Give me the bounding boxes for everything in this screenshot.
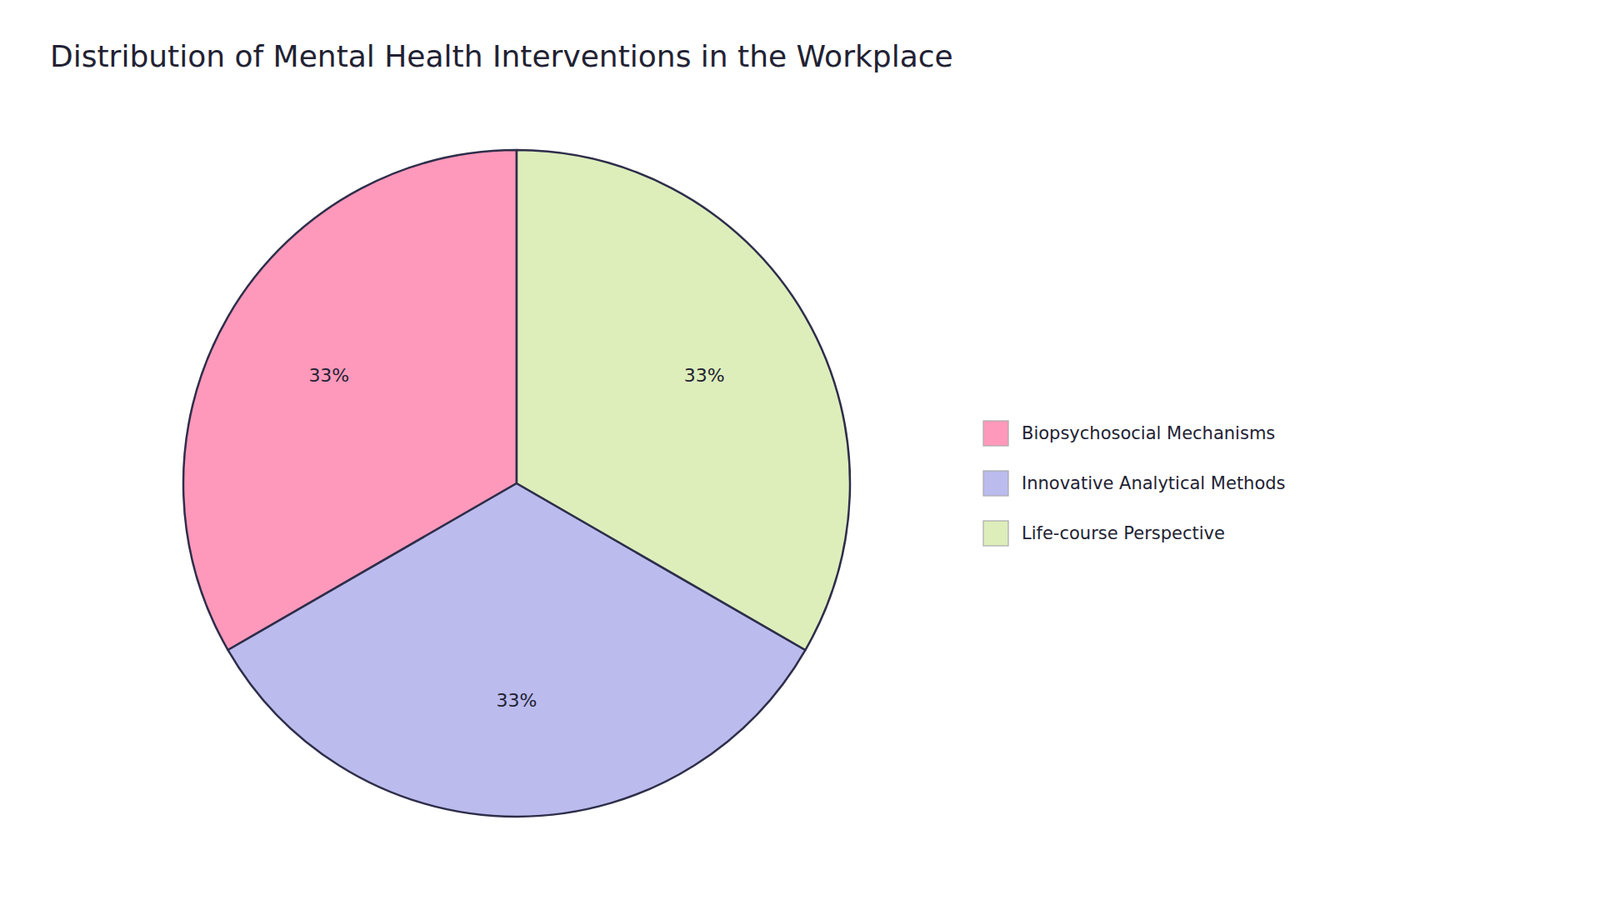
legend: Biopsychosocial Mechanisms Innovative Ana… xyxy=(983,420,1286,546)
legend-label: Innovative Analytical Methods xyxy=(1021,473,1286,494)
data-label: 33% xyxy=(496,690,538,711)
chart-container: Distribution of Mental Health Interventi… xyxy=(0,0,1600,900)
data-label: 33% xyxy=(684,365,725,386)
slices xyxy=(183,150,850,817)
title: Distribution of Mental Health Interventi… xyxy=(50,39,954,74)
background xyxy=(0,0,1600,900)
data-label: 33% xyxy=(308,365,350,386)
legend-swatch xyxy=(983,470,1009,496)
legend-swatch xyxy=(983,420,1009,446)
legend-label: Life-course Perspective xyxy=(1021,523,1225,544)
legend-label: Biopsychosocial Mechanisms xyxy=(1021,423,1275,444)
pie-slice xyxy=(516,150,850,650)
data-labels: 33% 33% 33% xyxy=(308,365,725,711)
chart-svg: Distribution of Mental Health Interventi… xyxy=(0,0,1600,900)
legend-swatch xyxy=(983,520,1009,546)
